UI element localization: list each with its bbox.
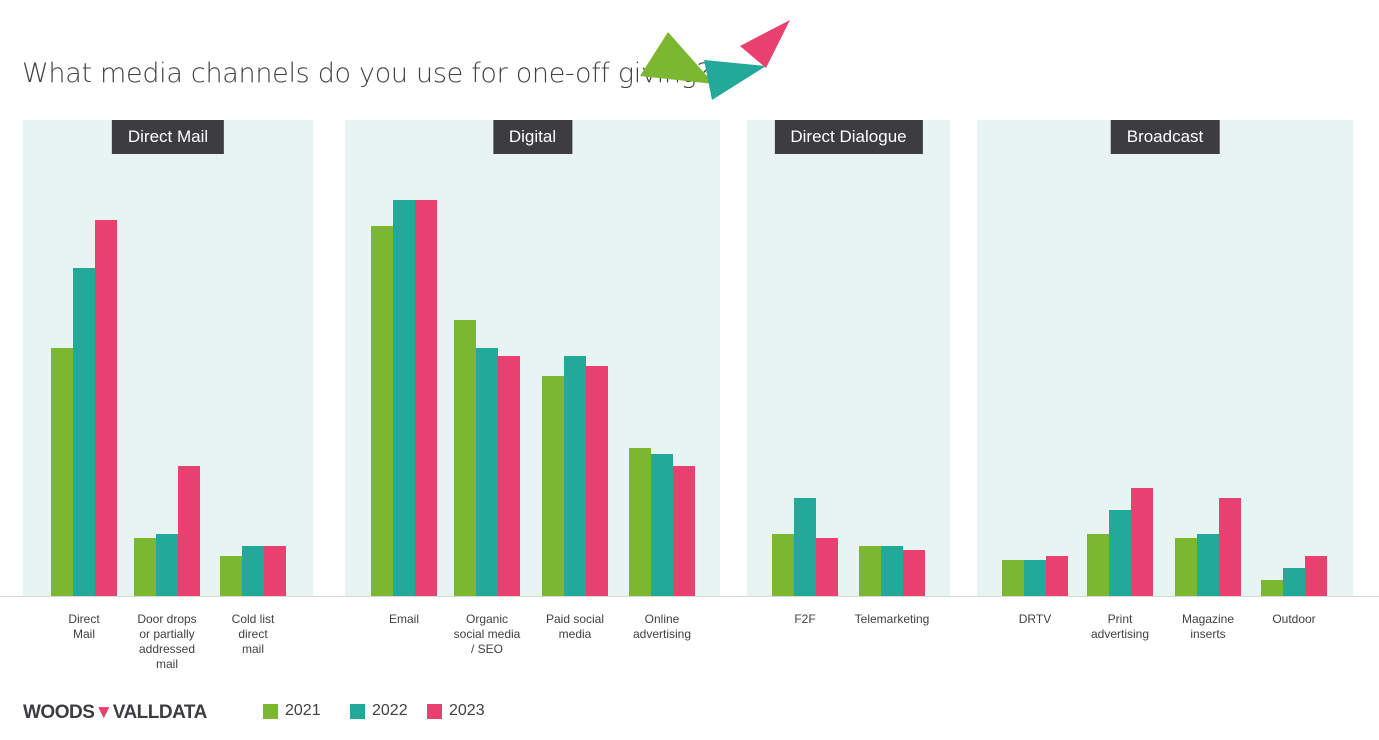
category-label: F2F — [794, 612, 816, 626]
bar-2021-5 — [542, 376, 564, 596]
bar-2021-12 — [1261, 580, 1283, 596]
legend-label: 2021 — [285, 702, 321, 719]
pink-triangle-icon — [740, 20, 790, 68]
chart-title: What media channels do you use for one-o… — [22, 58, 711, 89]
bar-2022-4 — [476, 348, 498, 596]
bar-2022-2 — [242, 546, 264, 596]
bar-2023-12 — [1305, 556, 1327, 596]
bar-2021-7 — [772, 534, 794, 596]
bar-2023-4 — [498, 356, 520, 596]
category-label: Email — [388, 612, 419, 626]
legend-label: 2023 — [449, 702, 485, 719]
bar-2022-6 — [651, 454, 673, 596]
bar-2023-1 — [178, 466, 200, 596]
bar-2021-6 — [629, 448, 651, 596]
category-label: DRTV — [1018, 612, 1052, 626]
bar-2022-9 — [1024, 560, 1046, 596]
bar-2022-3 — [393, 200, 415, 596]
legend-item-2021: 2021 — [263, 702, 321, 720]
bar-2022-12 — [1283, 568, 1305, 596]
teal-triangle-icon — [704, 60, 766, 100]
bar-2022-7 — [794, 498, 816, 596]
legend-swatch — [263, 703, 278, 719]
legend-swatch — [427, 703, 442, 719]
legend-swatch — [350, 703, 365, 719]
bar-2022-10 — [1109, 510, 1131, 596]
panel-direct-dialogue — [747, 120, 950, 596]
bar-2023-3 — [415, 200, 437, 596]
panel-broadcast — [977, 120, 1353, 596]
bar-2022-5 — [564, 356, 586, 596]
category-label: Online advertising — [632, 612, 692, 641]
panel-header: Broadcast — [1110, 120, 1220, 154]
bar-2023-8 — [903, 550, 925, 596]
panel-header: Direct Dialogue — [774, 120, 923, 154]
bar-2023-6 — [673, 466, 695, 596]
bar-2021-10 — [1087, 534, 1109, 596]
bar-2021-4 — [454, 320, 476, 596]
category-label: Organic social media / SEO — [453, 612, 521, 656]
bar-2022-1 — [156, 534, 178, 596]
panel-header: Direct Mail — [111, 120, 225, 154]
bar-2023-2 — [264, 546, 286, 596]
bar-2023-11 — [1219, 498, 1241, 596]
legend-label: 2022 — [372, 702, 408, 719]
bar-2021-0 — [51, 348, 73, 596]
category-label: Outdoor — [1272, 612, 1316, 626]
bar-2023-7 — [816, 538, 838, 596]
bar-2021-1 — [134, 538, 156, 596]
decorative-triangles — [640, 20, 790, 100]
category-label: Cold list direct mail — [231, 612, 275, 656]
category-label: Door drops or partially addressed mail — [137, 612, 197, 671]
bar-2023-9 — [1046, 556, 1068, 596]
bar-2023-10 — [1131, 488, 1153, 596]
bar-2021-2 — [220, 556, 242, 596]
bar-2021-9 — [1002, 560, 1024, 596]
legend-item-2022: 2022 — [350, 702, 408, 720]
x-axis-baseline — [0, 596, 1379, 597]
bar-2023-5 — [586, 366, 608, 596]
bar-2021-8 — [859, 546, 881, 596]
green-triangle-icon — [640, 32, 714, 84]
bar-2022-0 — [73, 268, 95, 596]
bar-2021-11 — [1175, 538, 1197, 596]
category-label: Telemarketing — [854, 612, 930, 626]
category-label: Print advertising — [1090, 612, 1150, 641]
bar-2023-0 — [95, 220, 117, 596]
legend-item-2023: 2023 — [427, 702, 485, 720]
category-label: Paid social media — [545, 612, 605, 641]
bar-2022-11 — [1197, 534, 1219, 596]
bar-2021-3 — [371, 226, 393, 596]
category-label: Direct Mail — [68, 612, 100, 641]
bar-2022-8 — [881, 546, 903, 596]
woods-valldata-logo: WOODS▼VALLDATA — [23, 702, 207, 723]
panel-header: Digital — [492, 120, 573, 154]
category-label: Magazine inserts — [1181, 612, 1235, 641]
